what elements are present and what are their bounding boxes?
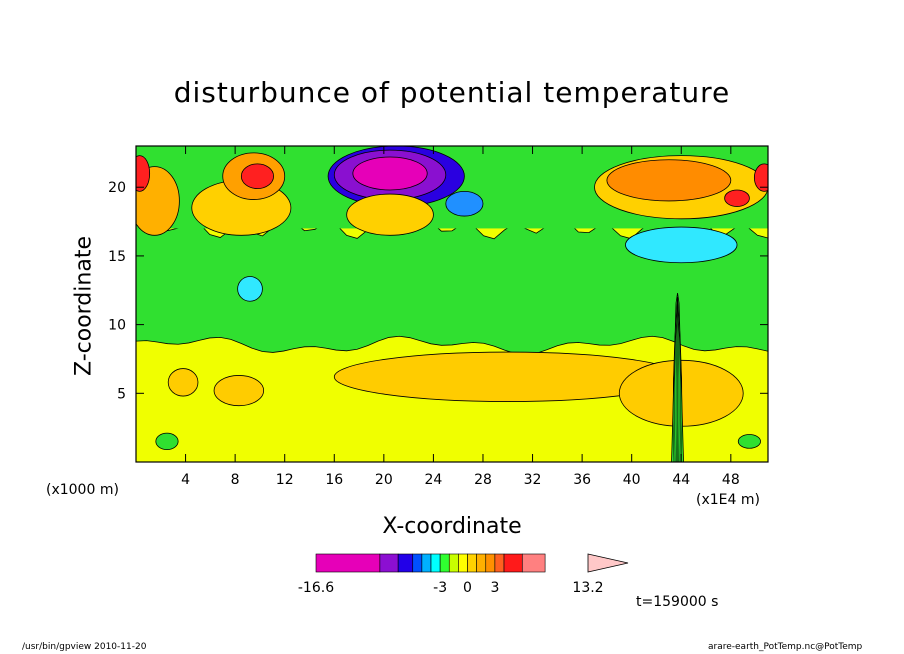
contour-lower-blob (737, 434, 761, 449)
colorbar-swatch (521, 553, 546, 573)
time-annotation: t=159000 s (636, 594, 719, 610)
x-axis-label: X-coordinate (382, 514, 522, 539)
contour-fill-group (136, 146, 768, 462)
footer-file-info: arare-earth_PotTemp.nc@PotTemp (708, 642, 863, 652)
contour-upper-blob (625, 226, 738, 264)
contour-plume-line (677, 296, 681, 462)
contour-lower-blob (213, 375, 265, 407)
contour-upper-blob (445, 190, 484, 217)
y-tick-label: 15 (108, 249, 126, 265)
colorbar-extend-arrow (587, 553, 629, 573)
contour-upper-blob (606, 159, 732, 202)
x-tick-label: 28 (474, 472, 492, 488)
contour-plume-line (675, 297, 678, 462)
contour-plume-line (672, 296, 678, 462)
x-tick-label: 36 (573, 472, 591, 488)
contour-upper-blob (240, 163, 274, 189)
colorbar-tick-label: 3 (490, 580, 499, 596)
y-tick-label: 10 (108, 318, 126, 334)
contour-upper-blob (352, 156, 428, 191)
y-axis-label: Z-coordinate (71, 236, 97, 376)
colorbar-tick-label: -3 (433, 580, 447, 596)
colorbar-swatch (476, 553, 487, 573)
colorbar-swatch (379, 553, 399, 573)
colorbar-swatch (494, 553, 505, 573)
contour-lower-blob (167, 368, 199, 397)
contour-mid-band (136, 217, 768, 356)
x-tick-label: 8 (231, 472, 240, 488)
contour-upper-blob (346, 193, 434, 236)
colorbar-swatch (467, 553, 477, 573)
colorbar-swatch (421, 553, 432, 573)
colorbar-tick-label: 0 (463, 580, 472, 596)
colorbar-swatch (412, 553, 423, 573)
x-tick-label: 44 (672, 472, 690, 488)
contour-upper-blob (724, 189, 750, 207)
contour-upper-blob (237, 276, 263, 302)
contour-plume-line (674, 296, 678, 462)
x-tick-label: 16 (325, 472, 343, 488)
colorbar-swatch (439, 553, 450, 573)
x-unit-label: (x1000 m) (46, 482, 119, 498)
colorbar-swatch (397, 553, 414, 573)
chart-title: disturbunce of potential temperature (173, 76, 731, 109)
colorbar-swatch (430, 553, 441, 573)
y-tick-label: 20 (108, 180, 126, 196)
plot-frame (135, 145, 769, 463)
x-tick-label: 24 (424, 472, 442, 488)
colorbar-swatch (458, 553, 468, 573)
colorbar-swatch (503, 553, 523, 573)
footer-program-info: /usr/bin/gpview 2010-11-20 (22, 642, 147, 652)
y-tick-label: 5 (117, 386, 126, 402)
x-tick-label: 32 (524, 472, 542, 488)
x-unit-label-secondary: (x1E4 m) (696, 492, 760, 508)
contour-upper-blob (136, 155, 151, 192)
contour-plume-line (677, 296, 683, 462)
contour-upper-blob (753, 163, 768, 192)
colorbar: -16.6 -3 0 3 13.2 (298, 553, 629, 596)
contour-plume-line (677, 297, 680, 462)
colorbar-swatch (315, 553, 381, 573)
colorbar-tick-label: -16.6 (298, 580, 334, 596)
contour-lower-blob (155, 432, 179, 451)
x-tick-label: 40 (623, 472, 641, 488)
x-tick-label: 12 (276, 472, 294, 488)
colorbar-swatch (448, 553, 459, 573)
x-tick-label: 4 (181, 472, 190, 488)
x-tick-label: 20 (375, 472, 393, 488)
colorbar-tick-label: 13.2 (572, 580, 603, 596)
x-tick-label: 48 (722, 472, 740, 488)
colorbar-swatch (485, 553, 496, 573)
